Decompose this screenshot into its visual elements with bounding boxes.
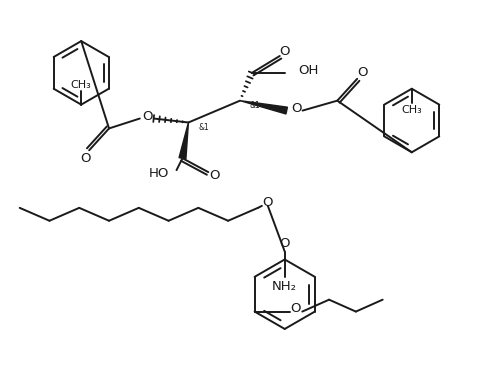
Text: &1: &1	[198, 123, 209, 132]
Text: O: O	[80, 152, 90, 165]
Text: O: O	[142, 110, 153, 123]
Text: O: O	[291, 102, 302, 115]
Text: O: O	[357, 66, 367, 79]
Text: OH: OH	[299, 64, 319, 77]
Text: O: O	[280, 237, 290, 250]
Text: HO: HO	[148, 167, 169, 180]
Text: O: O	[263, 196, 273, 209]
Polygon shape	[240, 101, 287, 114]
Text: O: O	[280, 44, 290, 58]
Text: CH₃: CH₃	[401, 105, 422, 115]
Polygon shape	[179, 123, 188, 159]
Text: NH₂: NH₂	[272, 280, 297, 293]
Text: CH₃: CH₃	[71, 80, 92, 90]
Text: &1: &1	[250, 101, 261, 110]
Text: O: O	[209, 168, 219, 182]
Text: O: O	[290, 302, 301, 315]
